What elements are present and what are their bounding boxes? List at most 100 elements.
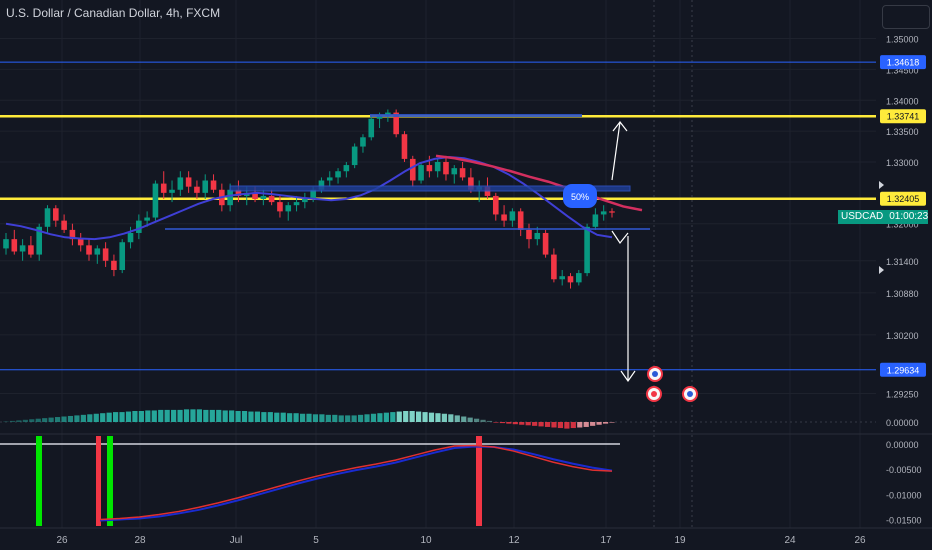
candle-body-56 (468, 177, 474, 190)
osc2-signal-bar-3 (476, 436, 482, 526)
osc1-bar-22 (145, 410, 151, 422)
candle-body-49 (409, 158, 416, 181)
canada-flag-event-icon-center (651, 391, 657, 397)
osc1-bar-53 (345, 415, 351, 422)
osc1-bar-10 (67, 415, 74, 422)
osc1-bar-78 (506, 422, 512, 424)
osc1-bar-57 (370, 413, 377, 422)
osc1-bar-15 (100, 413, 106, 422)
scroll-marker-2 (879, 266, 884, 274)
candle-body-44 (368, 118, 375, 138)
price-tick-6: 1.31400 (886, 257, 919, 267)
osc1-bar-34 (222, 410, 228, 422)
osc1-bar-42 (274, 412, 280, 422)
osc1-bar-28 (183, 409, 190, 422)
candle-body-30 (252, 192, 258, 200)
osc1-bar-52 (338, 415, 344, 422)
candle-body-23 (194, 186, 200, 193)
candle-body-17 (144, 217, 150, 221)
osc1-bar-21 (138, 411, 144, 422)
down-arrow-start (611, 230, 629, 245)
time-tick-9: 26 (854, 535, 866, 546)
osc1-bar-60 (390, 412, 396, 422)
candle-body-39 (326, 177, 333, 181)
osc1-bar-25 (164, 409, 170, 422)
osc1-bar-16 (106, 412, 112, 422)
candle-body-36 (302, 199, 308, 203)
osc1-bar-55 (357, 414, 364, 422)
osc1-bar-83 (538, 422, 544, 427)
candle-body-45 (376, 115, 383, 119)
osc1-bar-90 (583, 422, 589, 427)
osc1-bar-50 (325, 414, 331, 422)
osc1-bar-40 (261, 412, 267, 422)
osc1-bar-4 (29, 419, 35, 422)
price-tick-7: 1.30880 (886, 289, 919, 299)
candle-body-14 (119, 242, 126, 271)
osc1-bar-46 (299, 413, 306, 422)
osc1-bar-58 (377, 413, 383, 422)
candle-body-37 (310, 189, 316, 200)
candle-body-55 (459, 168, 466, 178)
candle-body-25 (210, 180, 217, 190)
osc1-bar-86 (557, 422, 564, 429)
chart-title: U.S. Dollar / Canadian Dollar, 4h, FXCM (6, 6, 221, 20)
price-tick-4: 1.33000 (886, 158, 919, 168)
osc1-bar-43 (280, 412, 286, 422)
candle-body-0 (3, 239, 9, 249)
osc1-bar-81 (525, 422, 531, 426)
osc1-bar-72 (467, 417, 473, 422)
osc1-bar-56 (364, 414, 370, 422)
time-tick-3: 5 (313, 535, 319, 546)
osc1-bar-73 (474, 418, 480, 422)
candle-body-21 (177, 177, 184, 190)
osc1-bar-1 (9, 420, 16, 422)
candle-body-18 (152, 183, 159, 218)
candle-body-27 (227, 189, 233, 206)
candle-body-51 (426, 165, 433, 172)
candle-body-60 (501, 214, 507, 221)
osc1-bar-94 (609, 422, 615, 423)
osc1-bar-88 (570, 422, 576, 429)
price-label-3: 1.29634 (887, 365, 920, 375)
osc1-bar-13 (87, 414, 93, 422)
osc1-bar-17 (112, 412, 119, 422)
osc1-bar-35 (229, 410, 235, 422)
price-label-box-3 (880, 362, 926, 377)
price-tick-5: 1.32000 (886, 220, 919, 230)
time-tick-8: 24 (784, 535, 796, 546)
osc1-bar-49 (319, 414, 325, 422)
candle-body-41 (343, 165, 350, 172)
time-axis[interactable]: 26 28 Jul 5 10 12 17 19 24 26 (56, 535, 866, 546)
candle-body-47 (393, 112, 399, 135)
candle-body-5 (44, 208, 51, 227)
osc1-bar-12 (80, 414, 86, 422)
osc1-bar-84 (544, 422, 551, 427)
osc1-bar-6 (42, 418, 48, 422)
candle-body-32 (268, 195, 275, 203)
osc2-tick-0: 0.00000 (886, 440, 919, 450)
candle-body-16 (136, 220, 142, 233)
osc1-bar-76 (493, 422, 499, 423)
oscillator-histogram (0, 409, 876, 429)
price-tick-1: 1.34500 (886, 65, 919, 75)
candle-body-63 (526, 229, 532, 240)
time-tick-0: 26 (56, 535, 68, 546)
osc2-signal-bar-2 (107, 436, 113, 526)
osc1-bar-74 (480, 419, 486, 422)
fifty-percent-label: 50% (571, 192, 589, 202)
osc1-bar-19 (125, 411, 132, 422)
scroll-marker-1 (879, 181, 884, 189)
candle-body-66 (551, 254, 557, 280)
osc1-bar-37 (241, 411, 248, 422)
osc1-bar-32 (209, 409, 215, 422)
candle-body-24 (202, 180, 209, 193)
candle-body-20 (169, 189, 175, 193)
candle-body-54 (451, 168, 458, 175)
top-right-button[interactable] (882, 5, 930, 29)
osc1-bar-3 (22, 419, 28, 422)
price-axis[interactable]: 1.35000 1.34500 1.34000 1.33500 1.33000 1.320… (879, 35, 926, 526)
time-tick-2: Jul (230, 535, 243, 546)
